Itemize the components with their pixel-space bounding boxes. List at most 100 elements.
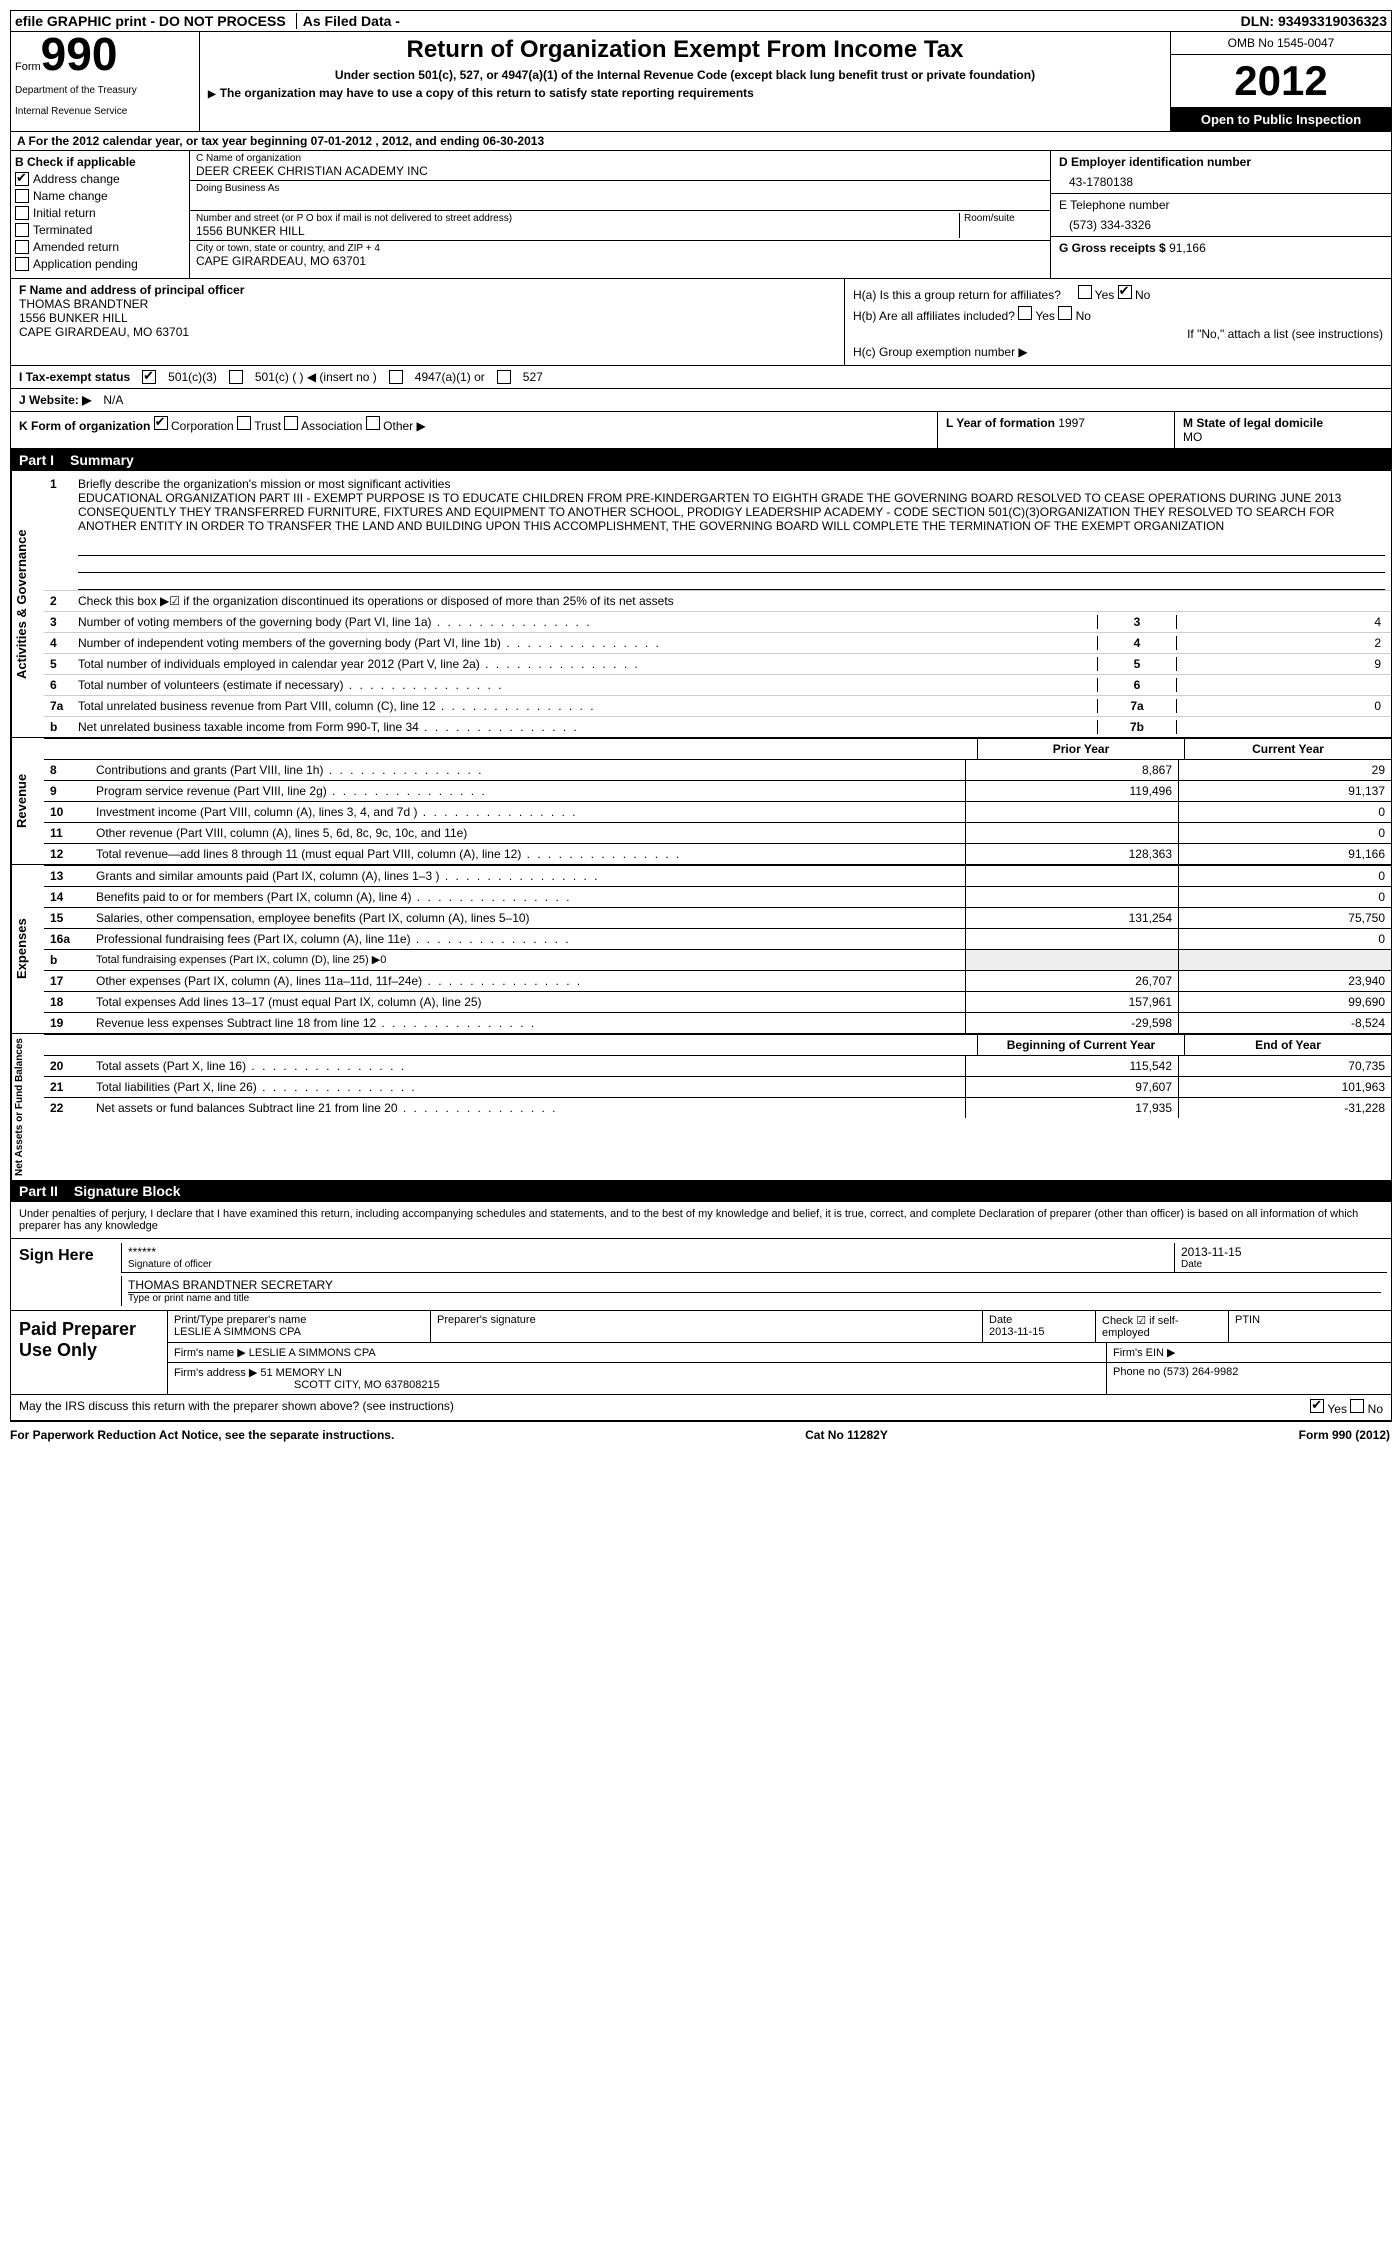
gross-label: G Gross receipts $ <box>1059 241 1166 255</box>
lbl-trust: Trust <box>254 419 281 433</box>
l18-d: Total expenses Add lines 13–17 (must equ… <box>96 992 965 1012</box>
line-2-num: 2 <box>50 594 78 608</box>
blank-line-2 <box>78 556 1385 573</box>
l5-b: 9 <box>1177 657 1385 671</box>
tel: (573) 334-3326 <box>1059 212 1383 232</box>
l7a-b: 0 <box>1177 699 1385 713</box>
k-label: K Form of organization <box>19 419 150 433</box>
l5-d: Total number of individuals employed in … <box>78 657 1097 671</box>
cb-discuss-yes[interactable] <box>1310 1399 1324 1413</box>
l14-d: Benefits paid to or for members (Part IX… <box>96 887 965 907</box>
l19-n: 19 <box>44 1013 96 1033</box>
paid-preparer-label: Paid Preparer Use Only <box>11 1311 168 1394</box>
cb-527[interactable] <box>497 370 511 384</box>
col-b-checkboxes: B Check if applicable Address change Nam… <box>11 151 190 278</box>
current-year-head: Current Year <box>1184 739 1391 759</box>
l4-a: 4 <box>1097 636 1177 650</box>
print-name-label: Type or print name and title <box>128 1292 1381 1304</box>
open-inspection: Open to Public Inspection <box>1171 108 1391 131</box>
l8-c: 29 <box>1178 760 1391 780</box>
l21-c: 101,963 <box>1178 1077 1391 1097</box>
cb-name-change[interactable] <box>15 189 29 203</box>
l4-d: Number of independent voting members of … <box>78 636 1097 650</box>
m-label: M State of legal domicile <box>1183 416 1323 430</box>
signature-declaration: Under penalties of perjury, I declare th… <box>11 1202 1391 1239</box>
col-d-e-g: D Employer identification number 43-1780… <box>1050 151 1391 278</box>
l14-n: 14 <box>44 887 96 907</box>
l22-c: -31,228 <box>1178 1098 1391 1118</box>
cb-discuss-no[interactable] <box>1350 1399 1364 1413</box>
l22-n: 22 <box>44 1098 96 1118</box>
l18-n: 18 <box>44 992 96 1012</box>
l17-n: 17 <box>44 971 96 991</box>
cb-initial[interactable] <box>15 206 29 220</box>
cb-app-pending[interactable] <box>15 257 29 271</box>
firm-phone: (573) 264-9982 <box>1163 1366 1238 1378</box>
blank-line-1 <box>78 539 1385 556</box>
l17-c: 23,940 <box>1178 971 1391 991</box>
prep-sig-lbl: Preparer's signature <box>431 1311 983 1342</box>
year-formation: 1997 <box>1058 416 1085 430</box>
end-year-head: End of Year <box>1184 1035 1391 1055</box>
cb-amended[interactable] <box>15 240 29 254</box>
form-990: efile GRAPHIC print - DO NOT PROCESS As … <box>10 10 1392 1422</box>
cb-hb-yes[interactable] <box>1018 306 1032 320</box>
l14-p <box>965 887 1178 907</box>
cb-address-change[interactable] <box>15 172 29 186</box>
cat-no: Cat No 11282Y <box>805 1428 888 1442</box>
cb-ha-no[interactable] <box>1118 285 1132 299</box>
l20-c: 70,735 <box>1178 1056 1391 1076</box>
l6-a: 6 <box>1097 678 1177 692</box>
l16a-p <box>965 929 1178 949</box>
officer-addr: 1556 BUNKER HILL <box>19 311 836 325</box>
room-label: Room/suite <box>964 213 1044 224</box>
l7b-a: 7b <box>1097 720 1177 734</box>
sign-date: 2013-11-15 <box>1181 1245 1381 1259</box>
cb-ha-yes[interactable] <box>1078 285 1092 299</box>
l7a-a: 7a <box>1097 699 1177 713</box>
net-assets-section: Net Assets or Fund Balances Beginning of… <box>11 1034 1391 1180</box>
l12-p: 128,363 <box>965 844 1178 864</box>
l10-c: 0 <box>1178 802 1391 822</box>
ha-no: No <box>1135 288 1150 302</box>
prep-self-emp: Check ☑ if self-employed <box>1096 1311 1229 1342</box>
row-j-website: J Website: ▶ N/A <box>11 389 1391 412</box>
cb-trust[interactable] <box>237 416 251 430</box>
ha-label: H(a) Is this a group return for affiliat… <box>853 288 1061 302</box>
cb-501c3[interactable] <box>142 370 156 384</box>
l6-n: 6 <box>50 678 78 692</box>
cb-assoc[interactable] <box>284 416 298 430</box>
prep-ptin-lbl: PTIN <box>1229 1311 1391 1342</box>
lbl-501c: 501(c) ( ) ◀ (insert no ) <box>255 370 377 384</box>
lbl-name-change: Name change <box>33 189 108 203</box>
l16a-d: Professional fundraising fees (Part IX, … <box>96 929 965 949</box>
gross-receipts: 91,166 <box>1169 241 1206 255</box>
l13-c: 0 <box>1178 866 1391 886</box>
cb-corp[interactable] <box>154 416 168 430</box>
l4-b: 2 <box>1177 636 1385 650</box>
cb-hb-no[interactable] <box>1058 306 1072 320</box>
hb-yes: Yes <box>1035 309 1055 323</box>
l11-n: 11 <box>44 823 96 843</box>
l5-n: 5 <box>50 657 78 671</box>
side-activities: Activities & Governance <box>11 471 44 737</box>
l15-d: Salaries, other compensation, employee b… <box>96 908 965 928</box>
firm-addr-lbl: Firm's address ▶ <box>174 1367 257 1379</box>
hb-label: H(b) Are all affiliates included? <box>853 309 1015 323</box>
l13-d: Grants and similar amounts paid (Part IX… <box>96 866 965 886</box>
lbl-initial: Initial return <box>33 206 96 220</box>
part-2-title: Signature Block <box>74 1183 181 1199</box>
cb-4947[interactable] <box>389 370 403 384</box>
l3-b: 4 <box>1177 615 1385 629</box>
top-bar: efile GRAPHIC print - DO NOT PROCESS As … <box>11 11 1391 32</box>
cb-501c[interactable] <box>229 370 243 384</box>
firm-name-lbl: Firm's name ▶ <box>174 1347 246 1359</box>
l20-p: 115,542 <box>965 1056 1178 1076</box>
officer-name: THOMAS BRANDTNER <box>19 297 836 311</box>
pra-notice: For Paperwork Reduction Act Notice, see … <box>10 1428 394 1442</box>
l-label: L Year of formation <box>946 416 1055 430</box>
lbl-address-change: Address change <box>33 172 120 186</box>
cb-other[interactable] <box>366 416 380 430</box>
cb-terminated[interactable] <box>15 223 29 237</box>
row-k-l-m: K Form of organization Corporation Trust… <box>11 412 1391 449</box>
